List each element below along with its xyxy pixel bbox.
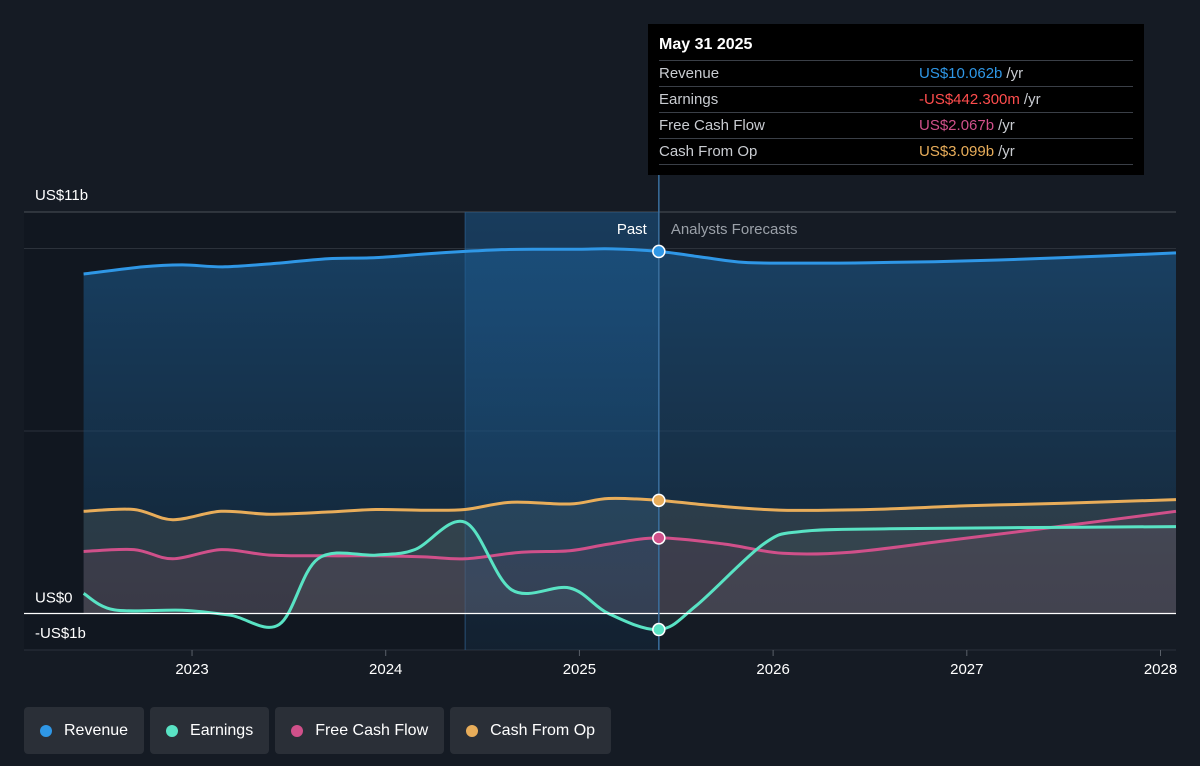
legend-dot-icon — [166, 724, 179, 737]
tooltip-row-name: Revenue — [659, 65, 720, 82]
x-tick-label: 2027 — [950, 661, 983, 678]
tooltip-row-value: -US$442.300m — [919, 91, 1020, 108]
tooltip-row: Cash From Op US$3.099b/yr — [659, 138, 1133, 165]
series-areas — [83, 248, 1177, 630]
tooltip-row-unit: /yr — [1006, 65, 1024, 82]
legend-label: Free Cash Flow — [315, 721, 429, 739]
tooltip-row: Free Cash Flow US$2.067b/yr — [659, 112, 1133, 138]
tooltip-row-value: US$2.067b — [919, 117, 995, 134]
x-tick-label: 2024 — [369, 661, 402, 678]
legend-item-free-cash-flow[interactable]: Free Cash Flow — [275, 707, 445, 754]
highlight-band — [465, 212, 659, 650]
tooltip-row-value: US$10.062b — [919, 65, 1003, 82]
tooltip-row-name: Free Cash Flow — [659, 117, 765, 134]
marker-free-cash-flow — [652, 531, 666, 545]
x-tick-label: 2026 — [756, 661, 789, 678]
area-earnings — [83, 521, 1177, 630]
tooltip-row-name: Cash From Op — [659, 143, 758, 160]
line-cash-from-op — [83, 496, 1177, 522]
tooltip-rows: Revenue US$10.062b/yr Earnings -US$442.300m… — [659, 60, 1133, 165]
y-tick-label: -US$1b — [35, 625, 86, 642]
highlight-markers — [652, 244, 666, 637]
tooltip-row-value: US$3.099b — [919, 143, 995, 160]
marker-revenue — [652, 244, 666, 259]
legend-item-revenue[interactable]: Revenue — [24, 707, 145, 754]
x-tick-label: 2023 — [175, 661, 208, 678]
legend-item-earnings[interactable]: Earnings — [150, 707, 270, 754]
y-axis-ticks: US$11b US$0 -US$1b — [35, 187, 88, 642]
x-tick-label: 2025 — [563, 661, 596, 678]
line-revenue — [83, 247, 1177, 276]
x-tick-label: 2028 — [1144, 661, 1177, 678]
tooltip-row-unit: /yr — [998, 143, 1015, 160]
tooltip-row: Earnings -US$442.300m/yr — [659, 86, 1133, 112]
series-lines — [82, 247, 1177, 632]
x-axis-ticks: 2023 2024 2025 2026 2027 2028 — [175, 650, 1177, 678]
y-tick-label: US$0 — [35, 590, 73, 607]
legend-label: Revenue — [64, 721, 129, 739]
past-label: Past — [617, 221, 648, 238]
marker-earnings — [652, 622, 666, 637]
line-earnings — [82, 519, 1177, 632]
legend-dot-icon — [291, 724, 304, 737]
marker-cash-from-op — [652, 493, 666, 508]
tooltip-row: Revenue US$10.062b/yr — [659, 60, 1133, 86]
line-free-cash-flow — [83, 509, 1177, 561]
y-tick-label: US$11b — [35, 187, 88, 204]
tooltip-row-unit: /yr — [998, 117, 1015, 134]
tooltip-row-unit: /yr — [1023, 91, 1041, 108]
tooltip-panel: May 31 2025 Revenue US$10.062b/yr Earnings… — [648, 24, 1144, 175]
forecast-label: Analysts Forecasts — [671, 221, 798, 238]
legend-label: Cash From Op — [490, 721, 596, 739]
legend-dot-icon — [40, 724, 52, 737]
legend-label: Earnings — [190, 721, 254, 739]
legend: Revenue Earnings Free Cash Flow Cash From O… — [24, 707, 612, 754]
tooltip-row-name: Earnings — [659, 91, 719, 108]
tooltip-date: May 31 2025 — [659, 36, 753, 53]
legend-item-cash-from-op[interactable]: Cash From Op — [450, 707, 612, 754]
legend-dot-icon — [466, 724, 479, 737]
